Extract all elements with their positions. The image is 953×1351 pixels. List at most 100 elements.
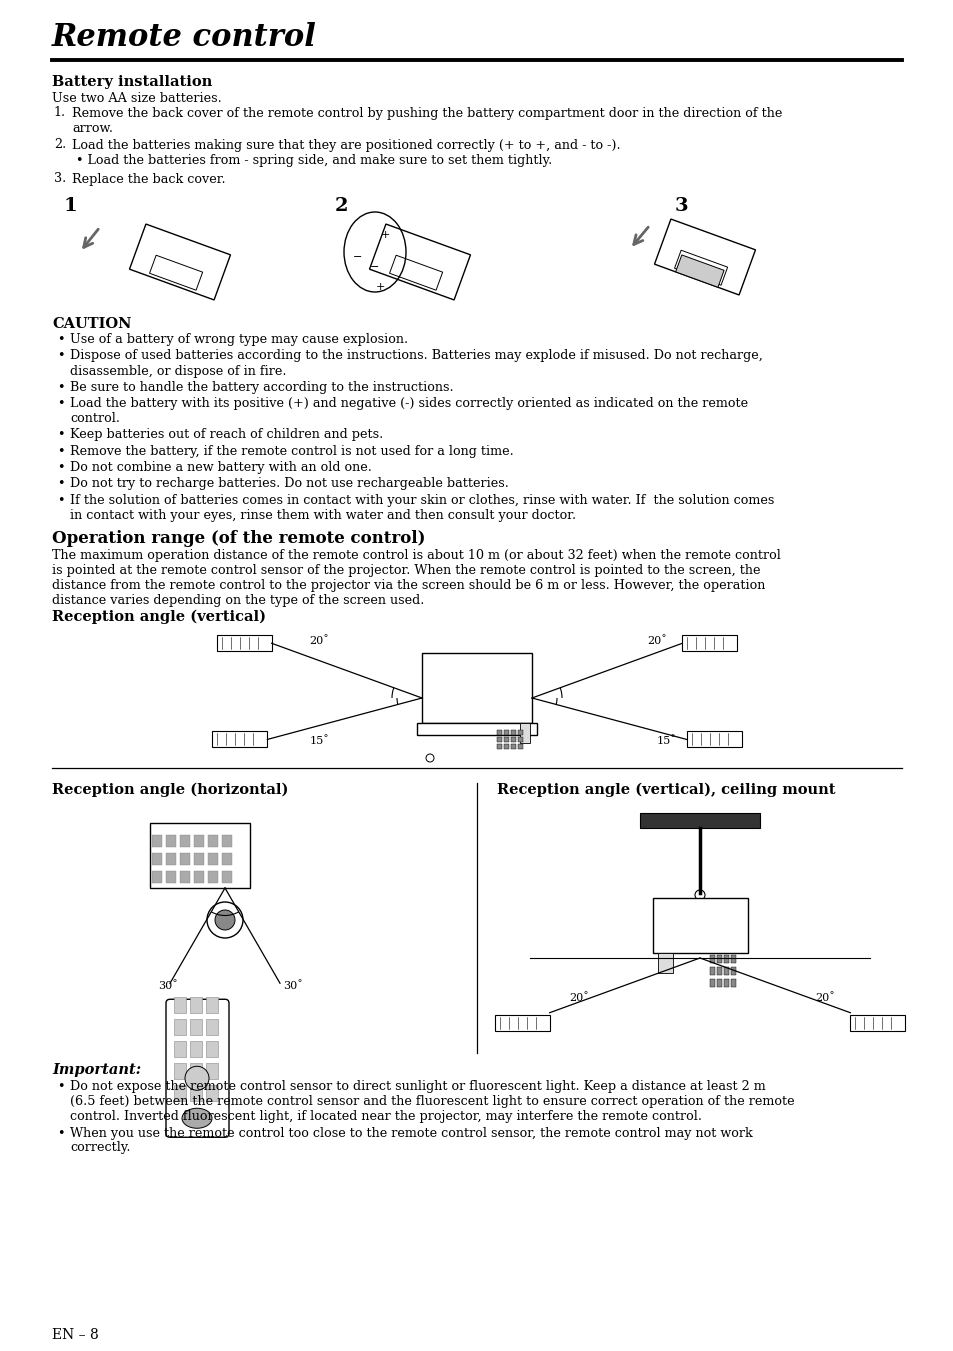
Bar	[166, 852, 175, 865]
Bar	[206, 997, 218, 1013]
Bar	[717, 955, 721, 963]
Ellipse shape	[182, 1108, 212, 1128]
Text: Use of a battery of wrong type may cause explosion.: Use of a battery of wrong type may cause…	[70, 332, 408, 346]
Bar	[173, 1019, 186, 1035]
Text: +: +	[380, 230, 389, 240]
Bar	[152, 871, 162, 884]
Bar	[709, 979, 714, 988]
Text: +: +	[375, 282, 384, 292]
Bar	[497, 730, 501, 735]
Bar	[511, 730, 516, 735]
Bar	[511, 744, 516, 748]
Bar	[730, 955, 735, 963]
Bar	[730, 967, 735, 975]
Text: Use two AA size batteries.: Use two AA size batteries.	[52, 92, 221, 105]
Bar	[222, 871, 232, 884]
Text: •: •	[57, 1079, 65, 1093]
Bar	[723, 979, 728, 988]
Text: 15˚: 15˚	[656, 736, 676, 746]
Text: Keep batteries out of reach of children and pets.: Keep batteries out of reach of children …	[70, 428, 383, 440]
Text: Reception angle (vertical): Reception angle (vertical)	[52, 611, 266, 624]
Text: •: •	[57, 477, 65, 490]
Text: •: •	[57, 428, 65, 440]
Bar	[190, 997, 202, 1013]
Text: •: •	[57, 397, 65, 409]
Circle shape	[695, 890, 704, 900]
Bar	[517, 738, 522, 742]
Bar	[166, 835, 175, 847]
Bar	[193, 871, 204, 884]
Polygon shape	[216, 635, 272, 651]
Text: •: •	[57, 444, 65, 458]
Bar	[208, 871, 218, 884]
Bar	[723, 955, 728, 963]
Bar	[519, 723, 530, 743]
Text: −: −	[370, 262, 379, 272]
Text: 1: 1	[64, 197, 77, 215]
Bar	[503, 738, 509, 742]
Polygon shape	[675, 255, 723, 288]
Bar	[416, 723, 537, 735]
Bar	[190, 1019, 202, 1035]
Bar	[206, 1085, 218, 1101]
Text: −: −	[353, 253, 362, 262]
Bar	[222, 835, 232, 847]
Bar	[421, 653, 532, 723]
Bar	[193, 852, 204, 865]
Text: Replace the back cover.: Replace the back cover.	[71, 173, 226, 185]
Circle shape	[214, 911, 234, 929]
Text: 20˚: 20˚	[815, 993, 834, 1002]
Text: 30˚: 30˚	[283, 981, 302, 992]
Text: 3.: 3.	[54, 173, 66, 185]
Text: The maximum operation distance of the remote control is about 10 m (or about 32 : The maximum operation distance of the re…	[52, 549, 781, 607]
Text: •: •	[57, 381, 65, 393]
Bar	[497, 738, 501, 742]
Bar	[152, 835, 162, 847]
Bar	[166, 871, 175, 884]
Bar	[152, 852, 162, 865]
Bar	[180, 835, 190, 847]
Bar	[206, 1063, 218, 1079]
Text: If the solution of batteries comes in contact with your skin or clothes, rinse w: If the solution of batteries comes in co…	[70, 494, 774, 521]
Text: CAUTION: CAUTION	[52, 317, 132, 331]
Bar	[709, 967, 714, 975]
Bar	[503, 744, 509, 748]
Bar	[723, 967, 728, 975]
Bar	[717, 967, 721, 975]
Text: Operation range (of the remote control): Operation range (of the remote control)	[52, 530, 425, 547]
Circle shape	[426, 754, 434, 762]
Bar	[180, 871, 190, 884]
Text: Load the batteries making sure that they are positioned correctly (+ to +, and -: Load the batteries making sure that they…	[71, 139, 620, 151]
Bar	[150, 823, 250, 888]
Text: Be sure to handle the battery according to the instructions.: Be sure to handle the battery according …	[70, 381, 453, 393]
Text: Load the battery with its positive (+) and negative (-) sides correctly oriented: Load the battery with its positive (+) a…	[70, 397, 747, 426]
Bar	[190, 1042, 202, 1058]
Text: Remove the back cover of the remote control by pushing the battery compartment d: Remove the back cover of the remote cont…	[71, 107, 781, 135]
Text: Reception angle (vertical), ceiling mount: Reception angle (vertical), ceiling moun…	[497, 784, 835, 797]
Text: Dispose of used batteries according to the instructions. Batteries may explode i: Dispose of used batteries according to t…	[70, 350, 762, 377]
Bar	[180, 852, 190, 865]
Text: 2: 2	[335, 197, 348, 215]
Bar	[709, 955, 714, 963]
Bar	[173, 1063, 186, 1079]
Text: 2.: 2.	[54, 139, 66, 151]
Text: 1.: 1.	[54, 107, 66, 119]
Text: 3: 3	[675, 197, 688, 215]
Text: 15˚: 15˚	[309, 736, 329, 746]
Text: •: •	[57, 350, 65, 362]
Text: •: •	[57, 1127, 65, 1139]
Text: •: •	[57, 494, 65, 507]
Text: 30˚: 30˚	[158, 981, 177, 992]
Text: Remove the battery, if the remote control is not used for a long time.: Remove the battery, if the remote contro…	[70, 444, 514, 458]
Text: •: •	[57, 332, 65, 346]
Text: Important:: Important:	[52, 1063, 141, 1077]
Text: EN – 8: EN – 8	[52, 1328, 99, 1342]
Polygon shape	[681, 635, 737, 651]
Bar	[503, 730, 509, 735]
Text: • Load the batteries from - spring side, and make sure to set them tightly.: • Load the batteries from - spring side,…	[76, 154, 552, 168]
Polygon shape	[213, 731, 267, 747]
Bar	[511, 738, 516, 742]
Text: 20˚: 20˚	[569, 993, 589, 1002]
Bar	[717, 979, 721, 988]
Bar	[208, 835, 218, 847]
